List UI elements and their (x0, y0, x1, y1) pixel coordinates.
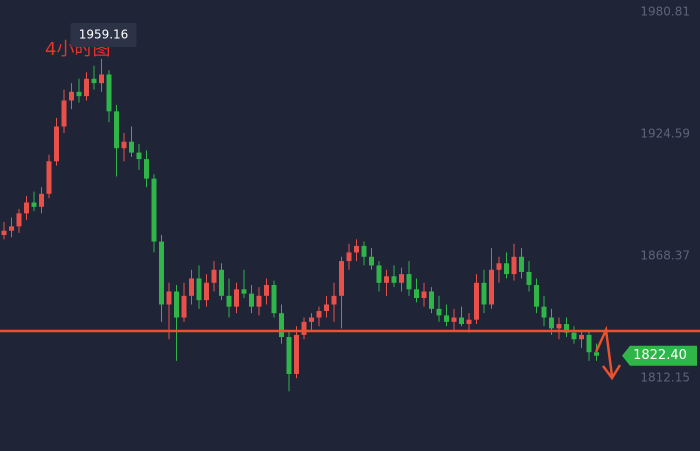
candle-body (219, 269, 224, 296)
candle-body (309, 317, 314, 322)
candle-body (346, 252, 352, 262)
candle-body (256, 295, 262, 307)
candle-body (579, 334, 584, 340)
candle-body (316, 311, 322, 318)
candle-body (376, 265, 382, 283)
candle-body (489, 269, 494, 305)
candle-body (384, 276, 389, 283)
candle-body (436, 308, 442, 316)
candle-body (414, 289, 419, 298)
candle-body (226, 295, 232, 307)
candle-body (99, 74, 104, 84)
candle-body (594, 352, 599, 356)
candle-body (136, 152, 142, 160)
candle-body (76, 91, 82, 97)
candle-body (91, 78, 97, 84)
candle-body (496, 263, 502, 270)
candle-body (391, 276, 397, 283)
candle-body (129, 141, 134, 153)
candle-body (549, 317, 554, 329)
candle-body (511, 256, 517, 275)
candle-body (211, 269, 217, 283)
candle-body (189, 278, 194, 296)
candle-body (331, 295, 337, 305)
candle-body (369, 256, 374, 266)
candle-body (519, 256, 524, 272)
candle-body (556, 324, 562, 329)
candle-body (61, 100, 67, 127)
candle-body (406, 274, 412, 290)
candle-body (534, 284, 539, 307)
candle-body (526, 271, 532, 285)
candle-body (144, 159, 149, 179)
candle-body (466, 319, 472, 325)
candle-body (151, 178, 157, 242)
candle-body (241, 289, 247, 294)
candle-body (1, 230, 7, 236)
candle-body (564, 324, 569, 333)
candle-body (204, 282, 209, 301)
candle-body (106, 74, 112, 112)
plot-area (1, 58, 599, 392)
y-tick-label: 1812.15 (640, 370, 690, 384)
candle-body (166, 291, 172, 305)
y-tick-label: 1868.37 (640, 248, 690, 262)
candle-body (301, 321, 307, 335)
last-price-tag (622, 345, 697, 366)
candle-body (9, 226, 14, 231)
candle-body (361, 245, 367, 257)
candle-body (444, 315, 449, 322)
candle-body (286, 337, 292, 374)
candle-body (69, 91, 74, 101)
candle-body (234, 289, 239, 307)
candle-body (24, 202, 29, 214)
candle-body (249, 293, 254, 307)
candle-body (399, 274, 404, 283)
candle-body (159, 241, 164, 305)
candle-body (39, 193, 44, 207)
high-label-box (70, 23, 137, 47)
candle-body (279, 313, 284, 338)
candle-body (114, 111, 119, 149)
candle-body (54, 126, 59, 162)
candle-body (324, 304, 329, 312)
candle-body (354, 245, 359, 253)
high-label: 1959.16 (79, 28, 129, 42)
candle-body (174, 291, 179, 318)
candle-body (84, 78, 89, 97)
last-price-label: 1822.40 (633, 348, 687, 363)
candle-body (181, 295, 187, 318)
arrow-head (602, 364, 622, 381)
candle-body (294, 334, 299, 374)
candle-body (16, 213, 22, 227)
candle-body (264, 284, 269, 296)
candle-body (474, 282, 479, 320)
candle-body (46, 161, 52, 194)
candle-body (121, 141, 127, 149)
candle-body (429, 291, 434, 309)
candle-body (481, 282, 487, 305)
candle-body (451, 317, 457, 322)
candle-body (571, 332, 577, 340)
candle-body (541, 306, 547, 318)
candle-body (504, 263, 509, 275)
candle-body (586, 334, 592, 353)
candle-body (339, 261, 344, 296)
candle-body (271, 284, 277, 314)
candle-body (421, 291, 427, 298)
candle-body (196, 278, 202, 301)
candle-body (459, 317, 464, 325)
y-tick-label: 1980.81 (640, 4, 690, 18)
y-tick-label: 1924.59 (640, 126, 690, 140)
candle-body (31, 202, 37, 207)
